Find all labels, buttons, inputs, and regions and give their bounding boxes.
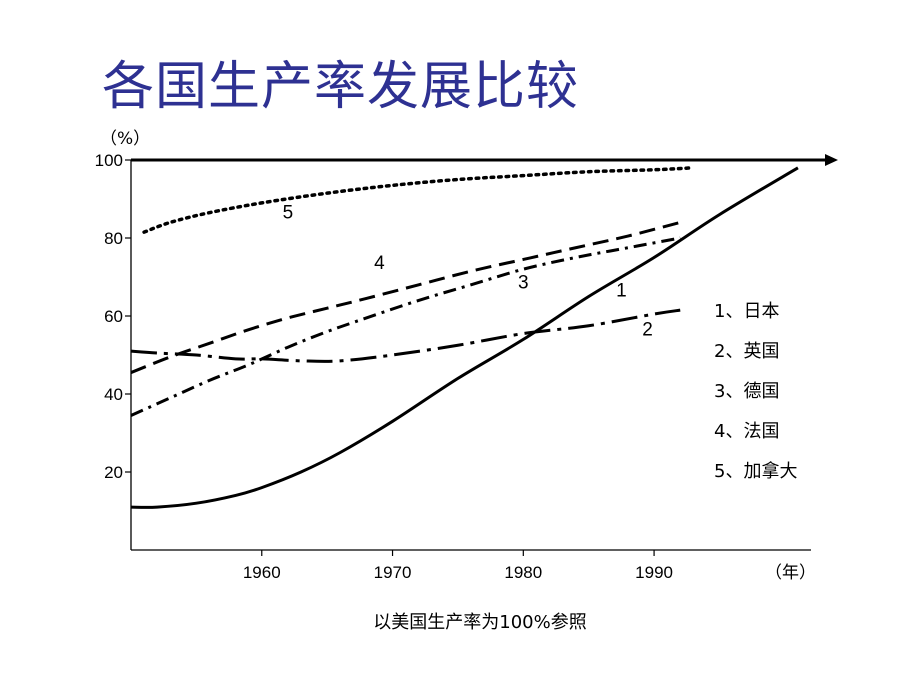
series-label-5: 5 (283, 203, 294, 224)
series-line-5 (142, 166, 696, 234)
series-label-2: 2 (642, 320, 653, 341)
y-tick-label: 40 (104, 385, 123, 404)
series-label-3: 3 (518, 273, 529, 294)
y-tick-label: 60 (104, 307, 123, 326)
series-line-4 (130, 220, 681, 374)
y-axis-label: （%） (100, 129, 150, 149)
series-line-3 (130, 236, 681, 417)
x-tick-label: 1960 (243, 563, 281, 582)
series-line-2 (130, 308, 681, 363)
legend-entry: 3、德国 (714, 381, 779, 402)
legend-entry: 1、日本 (714, 301, 779, 322)
legend: 1、日本 2、英国 3、德国 4、法国 5、加拿大 (714, 301, 797, 482)
slide-title: 各国生产率发展比较 (102, 57, 580, 117)
y-tick-label: 100 (95, 151, 123, 170)
reference-arrow (825, 154, 838, 166)
series-label-4: 4 (374, 253, 385, 274)
y-tick-label: 80 (104, 229, 123, 248)
x-axis-label: （年） (765, 563, 816, 583)
legend-entry: 4、法国 (714, 421, 779, 442)
y-tick-label: 20 (104, 463, 123, 482)
x-tick-label: 1980 (504, 563, 542, 582)
series-label-1: 1 (616, 281, 627, 302)
chart-caption: 以美国生产率为100%参照 (373, 612, 586, 633)
series-layer (130, 166, 799, 509)
axes: 20 40 60 80 100 1960 1970 1980 1990 (95, 151, 838, 582)
x-tick-label: 1990 (635, 563, 673, 582)
x-tick-label: 1970 (374, 563, 412, 582)
labels-layer: 12 3 4 5 (283, 203, 653, 341)
legend-entry: 2、英国 (714, 341, 779, 362)
legend-entry: 5、加拿大 (714, 460, 797, 482)
series-line-1 (130, 166, 799, 509)
